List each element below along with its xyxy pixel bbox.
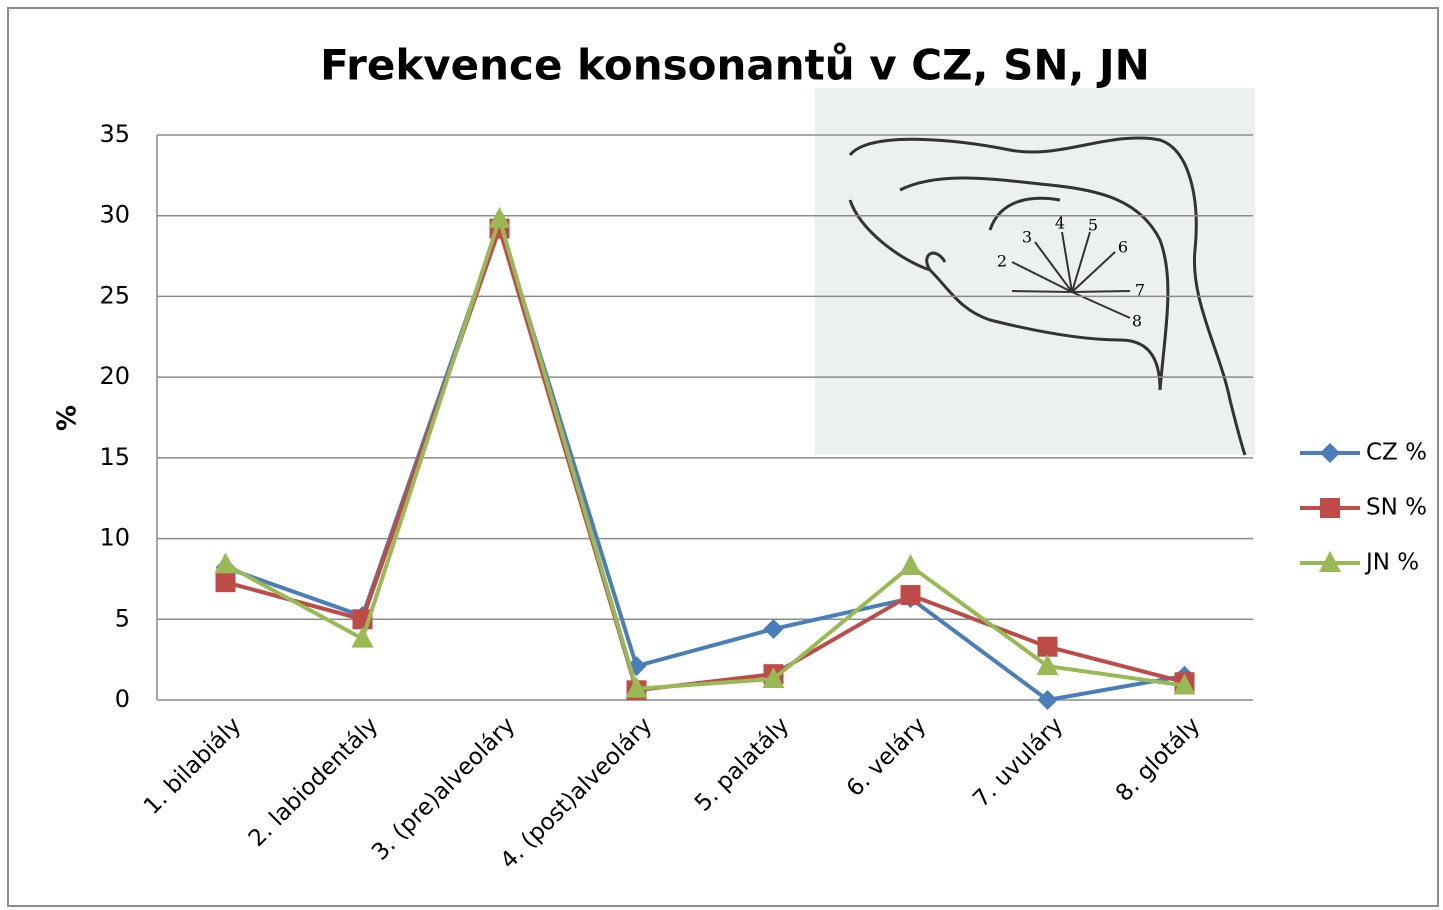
marker [1320,498,1340,518]
y-tick-label: 35 [99,120,130,148]
y-tick-label: 30 [99,201,130,229]
y-axis-label: % [53,405,83,431]
y-tick-label: 0 [115,685,130,713]
y-tick-label: 10 [99,524,130,552]
marker [1038,637,1058,657]
marker [216,572,236,592]
y-tick-label: 20 [99,362,130,390]
legend-label: SN % [1366,495,1427,521]
inset-label: 8 [1132,312,1142,331]
marker [901,585,921,605]
chart: Frekvence konsonantů v CZ, SN, JN % 2345… [0,0,1443,910]
chart-title: Frekvence konsonantů v CZ, SN, JN [320,41,1150,90]
y-tick-label: 5 [115,604,130,632]
legend-label: JN % [1364,550,1419,576]
inset-label: 3 [1022,228,1032,247]
inset-label: 6 [1118,238,1128,257]
y-tick-label: 15 [99,443,130,471]
inset-label: 2 [997,252,1007,271]
y-tick-label: 25 [99,281,130,309]
legend-label: CZ % [1366,440,1427,466]
inset-background [815,88,1255,455]
inset-label: 5 [1088,216,1098,235]
